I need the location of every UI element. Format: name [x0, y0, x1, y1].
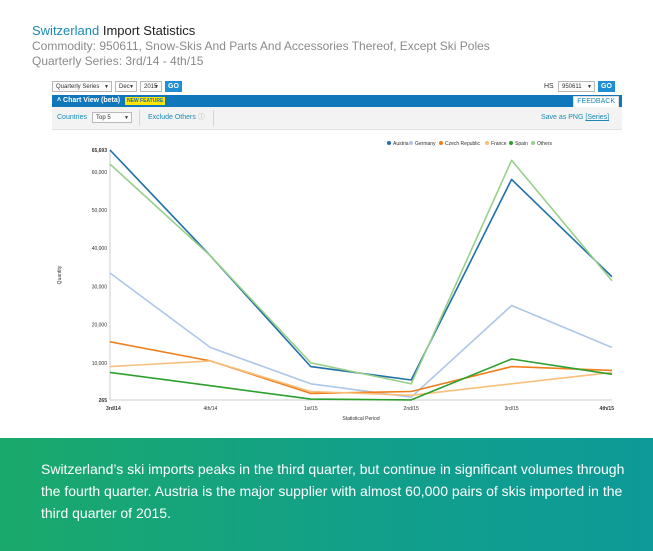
line-chart: 265 10,000 20,000 30,000 40,000 50,000 60,000 6…	[57, 141, 615, 422]
go-button[interactable]: GO	[165, 81, 182, 92]
legend-marker-france	[485, 141, 489, 145]
series-select-value: Quarterly Series	[56, 84, 100, 90]
chevron-down-icon: ▼	[104, 84, 109, 90]
new-feature-badge: NEW FEATURE	[125, 97, 166, 105]
y-tick-label: 50,000	[92, 208, 108, 214]
chart-view-title: Chart View (beta)	[63, 97, 121, 104]
exclude-others-label: Exclude Others	[148, 114, 196, 121]
save-png-link[interactable]: Save as PNG [Series]	[541, 107, 609, 129]
year-select[interactable]: 2015 ▼	[140, 81, 162, 92]
series-line-austria	[109, 149, 613, 381]
y-tick-label: 30,000	[92, 284, 108, 290]
commodity-line: Commodity: 950611, Snow-Skis And Parts A…	[32, 39, 490, 53]
x-tick-label: 3rd/14	[106, 406, 121, 412]
save-png-label: Save as PNG	[541, 114, 584, 121]
legend-marker-spain	[509, 141, 513, 145]
hs-label: HS	[544, 83, 554, 90]
help-icon: ⓘ	[197, 114, 205, 121]
hs-go-button[interactable]: GO	[598, 81, 615, 92]
month-select[interactable]: Dec ▼	[115, 81, 137, 92]
toolbar: Quarterly Series ▼ Dec ▼ 2015 ▼ GO HS 95061…	[52, 80, 622, 94]
y-tick-label: 265	[99, 398, 108, 404]
footer-banner: Switzerland’s ski imports peaks in the t…	[0, 438, 653, 551]
chevron-down-icon: ▼	[154, 84, 159, 90]
month-select-value: Dec	[119, 84, 130, 90]
title-text: Import Statistics	[102, 23, 196, 38]
series-line-others	[109, 159, 613, 385]
legend-marker-germany	[409, 141, 413, 145]
chart-area: 265 10,000 20,000 30,000 40,000 50,000 60,000 6…	[52, 130, 622, 432]
hs-select-value: 950611	[562, 84, 582, 90]
chart-view-bar: ˄ Chart View (beta) NEW FEATURE FEEDBACK	[52, 95, 622, 108]
x-tick-label: 4th/14	[203, 406, 217, 412]
country-name: Switzerland	[32, 23, 100, 38]
x-tick-label: 1st/15	[304, 406, 318, 412]
save-series-link[interactable]: [Series]	[585, 114, 610, 121]
series-line-germany	[109, 272, 613, 399]
x-tick-label: 2nd/15	[404, 406, 420, 412]
legend-label-france: France	[491, 141, 507, 147]
series-line-spain	[109, 358, 613, 401]
legend-label-others: Others	[537, 141, 553, 147]
series-select[interactable]: Quarterly Series ▼	[52, 81, 112, 92]
series-line-czech-republic	[109, 341, 613, 395]
series-line-france	[109, 360, 613, 397]
y-tick-label: 10,000	[92, 361, 108, 367]
x-tick-label: 4th/15	[600, 406, 615, 412]
legend-marker-czech-republic	[439, 141, 443, 145]
divider	[139, 110, 140, 126]
divider	[213, 110, 214, 126]
y-tick-label: 40,000	[92, 246, 108, 252]
page-title: Switzerland Import Statistics	[32, 22, 490, 39]
series-line: Quarterly Series: 3rd/14 - 4th/15	[32, 54, 204, 68]
y-tick-label: 60,000	[92, 170, 108, 176]
legend-marker-others	[531, 141, 535, 145]
footer-text: Switzerland’s ski imports peaks in the t…	[41, 461, 625, 521]
chevron-down-icon: ▼	[129, 84, 134, 90]
countries-label: Countries	[57, 114, 87, 121]
x-axis-label: Statistical Period	[342, 416, 379, 422]
chart-view-toggle[interactable]: ˄ Chart View (beta)	[57, 97, 121, 104]
year-select-value: 2015	[144, 84, 158, 90]
chevron-down-icon: ▼	[124, 115, 129, 121]
x-tick-label: 3rd/15	[505, 406, 519, 412]
legend-marker-austria	[387, 141, 391, 145]
legend-label-czech-republic: Czech Republic	[445, 141, 481, 147]
y-axis-label: Quantity	[57, 265, 63, 284]
hs-select[interactable]: 950611 ▼	[558, 81, 595, 92]
chevron-down-icon: ▼	[587, 84, 592, 90]
report-header: Switzerland Import Statistics Commodity:…	[32, 22, 490, 69]
legend-label-spain: Spain	[515, 141, 528, 147]
countries-select[interactable]: Top 5 ▼	[92, 112, 132, 123]
exclude-others-link[interactable]: Exclude Others ⓘ	[148, 107, 205, 129]
countries-select-value: Top 5	[96, 115, 111, 121]
y-tick-label: 65,693	[92, 148, 108, 154]
y-tick-label: 20,000	[92, 323, 108, 329]
chart-options-bar: Countries Top 5 ▼ Exclude Others ⓘ Save a…	[52, 107, 622, 130]
legend-label-austria: Austria	[393, 141, 409, 147]
legend-label-germany: Germany	[415, 141, 436, 147]
